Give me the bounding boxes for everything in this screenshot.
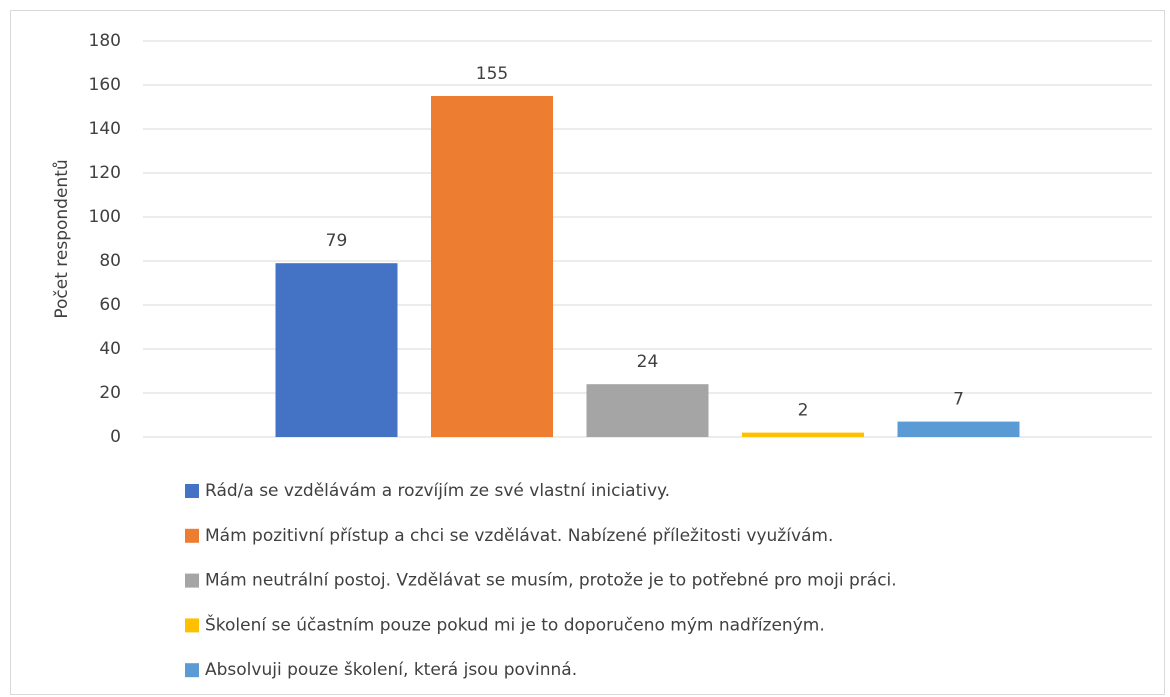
legend-swatch xyxy=(185,528,199,543)
legend-swatch xyxy=(185,663,199,678)
legend-label: Mám pozitivní přístup a chci se vzděláva… xyxy=(205,526,833,546)
bar xyxy=(275,263,398,437)
legend-label: Mám neutrální postoj. Vzdělávat se musím… xyxy=(205,571,897,591)
legend-label: Absolvuji pouze školení, která jsou povi… xyxy=(205,660,577,680)
y-tick-label: 120 xyxy=(89,163,121,183)
chart-border xyxy=(10,10,1165,695)
y-tick-label: 80 xyxy=(99,251,121,271)
data-label: 155 xyxy=(476,64,508,84)
y-tick-label: 0 xyxy=(110,427,121,447)
data-label: 24 xyxy=(637,352,659,372)
y-tick-label: 20 xyxy=(99,383,121,403)
y-tick-label: 160 xyxy=(89,75,121,95)
bar xyxy=(897,421,1020,437)
legend-label: Rád/a se vzdělávám a rozvíjím ze své vla… xyxy=(205,481,670,501)
bar xyxy=(431,96,553,437)
data-label: 2 xyxy=(798,401,809,421)
legend-label: Školení se účastním pouze pokud mi je to… xyxy=(205,613,825,635)
y-tick-label: 140 xyxy=(89,119,121,139)
data-label: 79 xyxy=(326,231,348,251)
data-label: 7 xyxy=(953,390,964,410)
bar xyxy=(742,432,864,437)
y-tick-label: 180 xyxy=(89,31,121,51)
legend-swatch xyxy=(185,484,199,498)
bar xyxy=(586,384,709,437)
y-tick-label: 100 xyxy=(89,207,121,227)
legend-swatch xyxy=(185,618,199,633)
y-tick-label: 60 xyxy=(99,295,121,315)
legend-swatch xyxy=(185,573,199,588)
y-axis-title: Počet respondentů xyxy=(52,159,72,318)
y-tick-label: 40 xyxy=(99,339,121,359)
